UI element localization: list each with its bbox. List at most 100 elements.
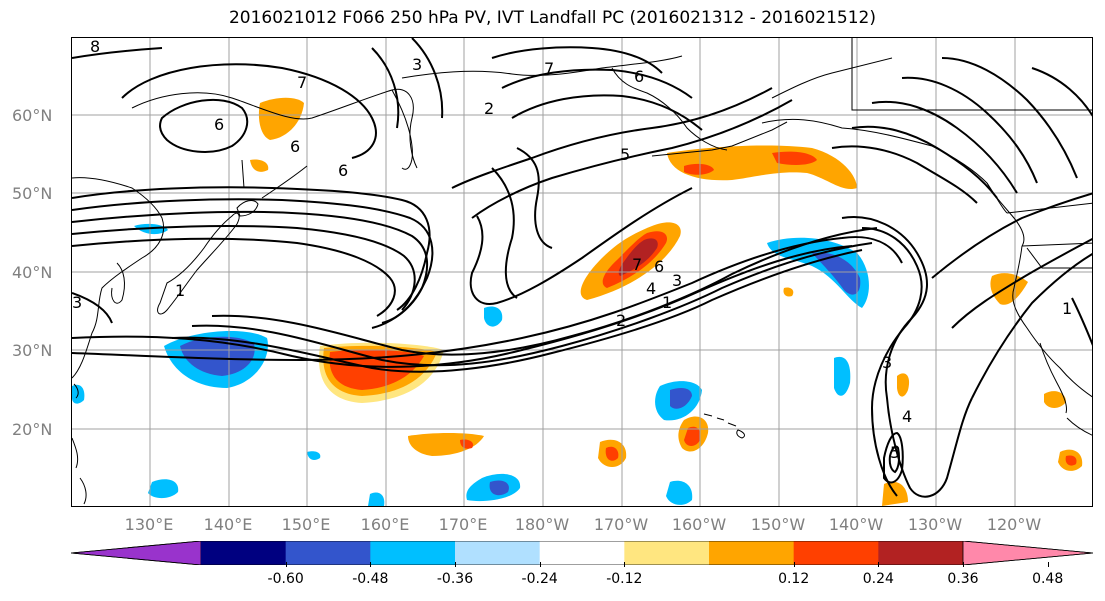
lon-label-140e: 140°E bbox=[203, 515, 253, 534]
positive-anomaly-alaska-core bbox=[772, 151, 817, 165]
colorbar-tick bbox=[624, 562, 626, 567]
contour-gulf-1 bbox=[831, 145, 978, 204]
contour-label-1-jet: 1 bbox=[662, 293, 672, 312]
contour-east-2 bbox=[951, 237, 1092, 329]
lon-label-130e: 130°E bbox=[124, 515, 174, 534]
colorbar-swatch bbox=[539, 541, 625, 565]
colorbar-tick bbox=[370, 562, 372, 567]
negative-anomaly-south-east-core bbox=[489, 480, 509, 496]
lon-label-170e: 170°E bbox=[438, 515, 488, 534]
positive-anomaly-west-core bbox=[329, 349, 424, 390]
colorbar-swatch bbox=[370, 541, 456, 565]
boundary-canada-us bbox=[851, 38, 1092, 111]
pv-contours bbox=[72, 38, 1092, 498]
contour-left-2 bbox=[72, 292, 113, 324]
lon-label-160e: 160°E bbox=[360, 515, 410, 534]
contour-label-3-west: 3 bbox=[72, 293, 82, 312]
negative-anomaly-south-west bbox=[148, 479, 179, 499]
colorbar-tick bbox=[793, 562, 795, 567]
contour-east-small bbox=[1071, 297, 1092, 346]
colorbar-tick-label: -0.60 bbox=[267, 571, 304, 587]
contour-label-7-top: 7 bbox=[544, 59, 554, 78]
contour-label-5-trough: 5 bbox=[890, 443, 900, 462]
contour-label-6-mid: 6 bbox=[338, 161, 348, 180]
lon-label-150e: 150°E bbox=[281, 515, 331, 534]
contour-label-3-top: 3 bbox=[412, 55, 422, 74]
colorbar-tick-label: 0.36 bbox=[947, 571, 979, 587]
contour-label-3-trough: 3 bbox=[882, 353, 892, 372]
contour-ridge-4 bbox=[491, 167, 518, 299]
contour-east-1 bbox=[971, 253, 1092, 399]
colorbar-tick-label: 0.24 bbox=[862, 571, 894, 587]
coast-japan bbox=[157, 212, 240, 315]
negative-anomaly-east bbox=[767, 237, 869, 308]
lon-label-150w: 150°W bbox=[750, 515, 806, 534]
lat-label-20n: 20°N bbox=[12, 420, 53, 439]
coast-okhotsk bbox=[131, 88, 418, 169]
negative-anomaly-hawaii-north-core bbox=[670, 388, 692, 409]
colorbar-swatch bbox=[455, 541, 541, 565]
contour-trough-3 bbox=[883, 431, 904, 484]
contour-top-4 bbox=[501, 68, 693, 99]
contour-north-5 bbox=[72, 237, 396, 317]
colorbar-tick-label: 0.48 bbox=[1032, 571, 1064, 587]
contour-trough-1 bbox=[841, 216, 973, 498]
positive-anomaly-south-1-core bbox=[460, 439, 474, 449]
colorbar bbox=[71, 541, 1093, 565]
colorbar-tick bbox=[455, 562, 456, 567]
negative-anomaly-near-trough bbox=[834, 356, 851, 396]
contour-trough-2 bbox=[861, 227, 923, 497]
positive-anomaly-south-2-core bbox=[605, 446, 619, 461]
contour-trough-inner bbox=[888, 445, 900, 474]
lat-label-60n: 60°N bbox=[12, 106, 53, 125]
contour-label-4-trough: 4 bbox=[902, 407, 912, 426]
coast-philippines bbox=[72, 437, 87, 505]
negative-anomaly-japan-core bbox=[180, 336, 255, 376]
negative-anomaly-south-mid bbox=[666, 480, 693, 505]
map-panel: 8 6 7 3 6 7 6 5 2 6 1 7 6 3 4 1 2 3 4 5 … bbox=[71, 37, 1093, 507]
contour-label-6-top: 6 bbox=[634, 67, 644, 86]
contour-top-2 bbox=[411, 38, 444, 119]
colorbar-tick-label: 0.12 bbox=[778, 571, 810, 587]
contour-label-4-jet: 4 bbox=[646, 279, 656, 298]
coast-taiwan bbox=[73, 383, 79, 399]
contour-label-7-central: 7 bbox=[632, 255, 642, 274]
colorbar-tick bbox=[878, 562, 880, 567]
coast-baja bbox=[1039, 342, 1067, 414]
colorbar-tick-label: -0.24 bbox=[521, 571, 558, 587]
coast-mexico bbox=[1066, 417, 1092, 436]
lon-label-170w: 170°W bbox=[593, 515, 649, 534]
contour-gulf-3 bbox=[871, 100, 1018, 194]
colorbar-swatch bbox=[201, 541, 287, 565]
positive-anomaly-alaska-west-core bbox=[684, 163, 714, 175]
positive-anomaly-near-hawaii-core bbox=[684, 426, 701, 446]
contour-ridge-3 bbox=[469, 187, 693, 305]
contour-jet-3 bbox=[171, 249, 863, 373]
coast-east-asia bbox=[72, 177, 165, 379]
contour-far-east bbox=[1031, 67, 1092, 117]
contour-jet-1 bbox=[72, 236, 903, 362]
contour-label-5: 5 bbox=[620, 145, 630, 164]
colorbar-tick-label: -0.36 bbox=[436, 571, 474, 587]
colorbar-swatch bbox=[624, 541, 710, 565]
colorbar-tick bbox=[1047, 562, 1049, 567]
colorbar-tick bbox=[963, 562, 964, 567]
coast-kamchatka bbox=[391, 89, 413, 170]
contour-label-1-east: 1 bbox=[1062, 299, 1072, 318]
contour-label-7-gulf: 6 bbox=[290, 137, 300, 156]
colorbar-swatch bbox=[285, 541, 371, 565]
positive-anomaly-small-5-core bbox=[1065, 455, 1077, 466]
ivt-shading bbox=[72, 97, 1083, 506]
contour-label-1-japan: 1 bbox=[175, 281, 185, 300]
contour-gulf-4 bbox=[901, 76, 1038, 184]
contour-gulf-5 bbox=[941, 57, 1078, 179]
contour-north-3 bbox=[72, 210, 429, 329]
negative-anomaly-tiny-2 bbox=[368, 492, 385, 506]
contour-jet-4 bbox=[191, 242, 873, 367]
colorbar-extend-high bbox=[962, 541, 1093, 565]
positive-anomaly-trough-east bbox=[897, 373, 910, 397]
lon-label-180w: 180°W bbox=[514, 515, 570, 534]
contour-okhotsk-outer bbox=[121, 63, 377, 159]
contour-jet-5 bbox=[211, 227, 878, 356]
contour-label-6-okhotsk: 6 bbox=[214, 115, 224, 134]
